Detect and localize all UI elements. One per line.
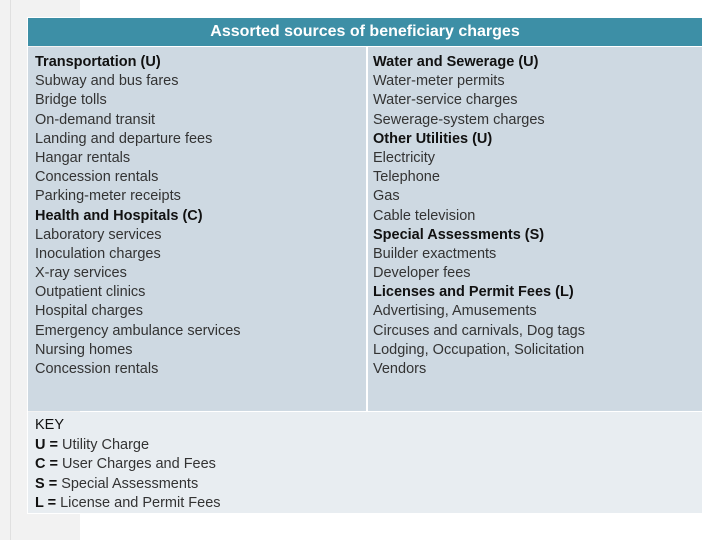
right-list-item: Electricity: [373, 149, 436, 166]
key-entry: L = License and Permit Fees: [35, 494, 702, 514]
right-list-item: Vendors: [373, 361, 427, 377]
right-list-item: Water-service charges: [373, 92, 518, 109]
table-header-title: Assorted sources of beneficiary charges: [28, 18, 702, 46]
key-label: Utility Charge: [57, 436, 150, 453]
left-list-item: Hospital charges: [35, 303, 143, 320]
left-list-item: Laboratory services: [35, 226, 162, 243]
left-list-item: Landing and departure fees: [35, 130, 213, 147]
right-category-heading: Other Utilities (U): [373, 130, 493, 147]
right-list-item: Lodging, Occupation, Solicitation: [373, 341, 585, 358]
left-list-item: Hangar rentals: [35, 149, 131, 166]
key-code: L =: [35, 495, 57, 511]
left-list-item: Concession rentals: [35, 361, 159, 377]
right-category-heading: Special Assessments (S): [373, 226, 545, 243]
key-label: License and Permit Fees: [56, 495, 221, 511]
right-category-heading: Licenses and Permit Fees (L): [373, 284, 574, 301]
key-entry: U = Utility Charge: [35, 436, 702, 456]
slide-corner-line: [10, 0, 11, 540]
left-list-item: Concession rentals: [35, 169, 159, 186]
key-code: S =: [35, 475, 58, 492]
key-code: U =: [35, 436, 58, 453]
left-category-heading: Transportation (U): [35, 54, 161, 70]
key-legend: KEY U = Utility Charge C = User Charges …: [28, 412, 702, 513]
right-list-item: Advertising, Amusements: [373, 303, 537, 320]
right-list-item: Builder exactments: [373, 245, 497, 262]
right-list-item: Water-meter permits: [373, 73, 505, 90]
left-list-item: Emergency ambulance services: [35, 322, 241, 339]
left-list-item: Parking-meter receipts: [35, 188, 181, 205]
charges-table: Assorted sources of beneficiary charges …: [27, 17, 703, 514]
key-title: KEY: [35, 417, 65, 433]
left-list-item: Nursing homes: [35, 341, 133, 358]
left-list-item: Outpatient clinics: [35, 284, 146, 301]
left-list-item: Inoculation charges: [35, 245, 161, 262]
left-category-heading: Health and Hospitals (C): [35, 207, 203, 224]
left-column-cell: Transportation (U) Subway and bus fares …: [28, 47, 366, 411]
right-list-item: Developer fees: [373, 265, 471, 282]
key-entry: C = User Charges and Fees: [35, 455, 702, 475]
right-column-cell: Water and Sewerage (U) Water-meter permi…: [368, 47, 702, 411]
key-entry: S = Special Assessments: [35, 475, 702, 495]
left-list-item: Bridge tolls: [35, 92, 107, 109]
right-list-item: Gas: [373, 188, 400, 205]
right-list-item: Circuses and carnivals, Dog tags: [373, 322, 585, 339]
right-category-heading: Water and Sewerage (U): [373, 54, 539, 70]
right-list-item: Cable television: [373, 207, 476, 224]
right-list-item: Sewerage-system charges: [373, 111, 545, 128]
left-list-item: X-ray services: [35, 265, 127, 282]
key-label: User Charges and Fees: [57, 456, 216, 472]
right-list-item: Telephone: [373, 169, 440, 186]
key-code: C =: [35, 456, 58, 472]
key-label: Special Assessments: [57, 475, 199, 492]
left-list-item: Subway and bus fares: [35, 73, 179, 90]
left-list-item: On-demand transit: [35, 111, 156, 128]
